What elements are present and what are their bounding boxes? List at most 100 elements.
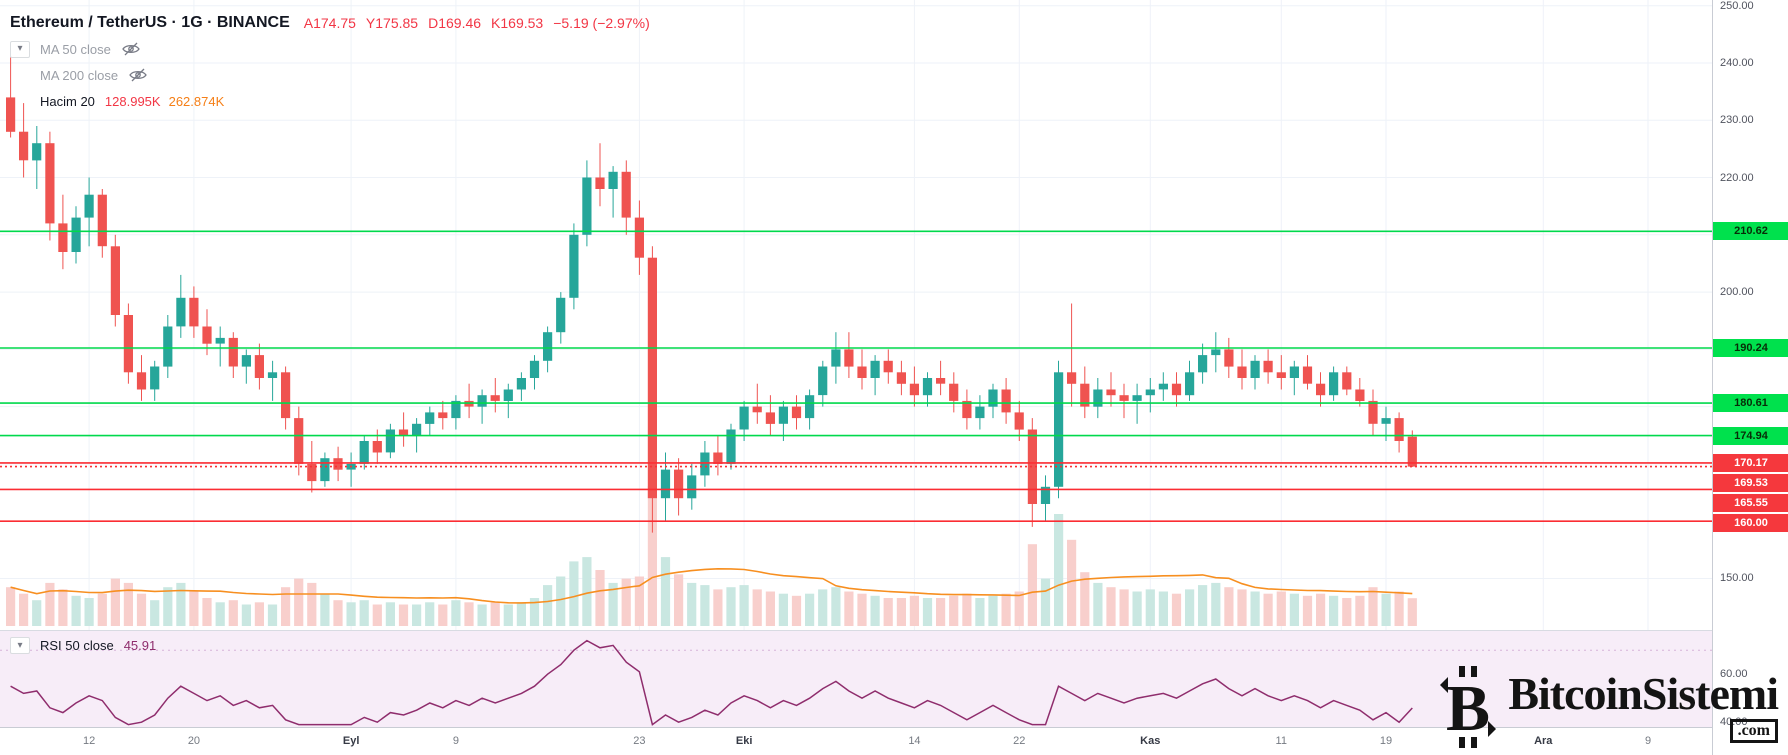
candle-body [1080,383,1090,407]
candle-body [1263,360,1273,373]
candle-body [189,297,199,327]
symbol-header: Ethereum / TetherUS · 1G · BINANCE A174.… [10,10,650,36]
candle-body [123,315,133,373]
level-price-badge: 160.00 [1713,513,1788,532]
volume-bar [687,582,697,626]
volume-bar [805,593,815,626]
volume-label[interactable]: Hacim 20 [40,93,95,109]
volume-bar [1250,591,1260,626]
candle-body [110,246,120,315]
time-axis[interactable]: 12 20 Eyl 9 23 Eki 14 22 Kas 11 19 Ara 9 [0,727,1712,755]
volume-bar [1394,591,1404,626]
volume-bar [791,595,802,626]
volume-bar [123,582,133,626]
candle-body [883,360,893,373]
volume-bar [1198,585,1208,626]
bitcoinsistemi-watermark: B BitcoinSistemi .com [1432,663,1779,751]
candle-body [163,326,173,367]
volume-bar [1093,582,1103,626]
volume-bar [569,561,579,626]
eye-off-icon[interactable] [121,42,141,56]
volume-bar [647,486,657,626]
time-label: 23 [633,735,646,747]
candle-body [359,441,369,464]
volume-bar [58,589,68,626]
volume-bar [464,602,474,626]
candle-body [660,469,671,499]
high-value: 175.85 [375,15,419,31]
volume-bar [163,587,173,626]
candle-body [1040,486,1051,504]
rsi-label[interactable]: RSI 50 close [40,638,114,653]
ma50-label[interactable]: MA 50 close [40,41,111,57]
symbol-title[interactable]: Ethereum / TetherUS · 1G · BINANCE [10,14,290,31]
candle-body [150,366,160,390]
chevron-down-icon[interactable]: ▾ [10,637,30,654]
candle-body [97,194,107,247]
candle-body [975,406,985,419]
price-label: 250.00 [1720,0,1754,12]
volume-bar [1185,589,1195,626]
volume-bar [176,582,186,626]
volume-bar [988,595,998,626]
candle-body [700,452,710,476]
volume-bar [1158,591,1168,626]
candle-body [1250,360,1260,378]
bitcoin-logo-icon: B [1440,666,1497,748]
price-pane[interactable] [0,0,1712,630]
high-label: Y [365,15,376,31]
level-price-badge: 210.62 [1713,222,1788,241]
volume-bar [700,585,710,626]
chevron-down-icon[interactable]: ▾ [10,40,30,58]
candle-body [818,366,828,396]
ma50-legend-row: ▾ MA 50 close [10,36,650,62]
rsi-pane[interactable]: ▾ RSI 50 close 45.91 [0,631,1712,727]
volume-bar [6,587,16,626]
volume-bar [844,591,854,626]
candle-body [333,458,343,470]
volume-bar [713,589,723,626]
candle-body [647,257,657,499]
candle-body [1394,418,1404,441]
candle-body [1014,412,1024,430]
candlestick-chart[interactable] [0,0,1712,630]
volume-bar [582,557,592,626]
candle-body [1171,383,1182,396]
volume-bar [1040,578,1051,626]
candle-body [32,143,42,161]
ma200-label[interactable]: MA 200 close [40,67,119,83]
time-label: 12 [83,735,96,747]
candle-body [228,337,238,367]
candle-body [857,366,867,378]
candle-body [438,412,448,419]
candle-body [1342,372,1352,390]
candle-body [674,469,684,499]
candle-body [398,429,409,436]
volume-bar [529,598,540,626]
candle-body [1289,366,1299,378]
level-price-badge: 190.24 [1713,338,1788,357]
time-label: 20 [187,735,201,747]
volume-bar [1368,587,1378,626]
volume-bar [241,604,251,626]
eye-off-icon[interactable] [128,68,148,82]
price-label: 150.00 [1720,572,1754,585]
volume-bar [1106,587,1116,626]
svg-text:B: B [1446,672,1490,745]
candle-body [1067,372,1077,384]
candle-body [1054,372,1064,487]
volume-bar [634,576,644,626]
candle-body [84,194,94,218]
candle-body [19,131,29,161]
candle-body [936,378,946,384]
rsi-plot[interactable] [0,631,1712,727]
volume-bar [739,585,749,626]
pane-resize-handle[interactable] [0,630,1712,631]
candle-body [1093,389,1103,407]
candle-body [1158,383,1168,390]
volume-bar [621,578,631,626]
candle-body [739,406,749,430]
time-label: 19 [1379,735,1393,747]
price-axis[interactable]: 250.00240.00230.00220.00210.00200.00190.… [1712,0,1788,755]
